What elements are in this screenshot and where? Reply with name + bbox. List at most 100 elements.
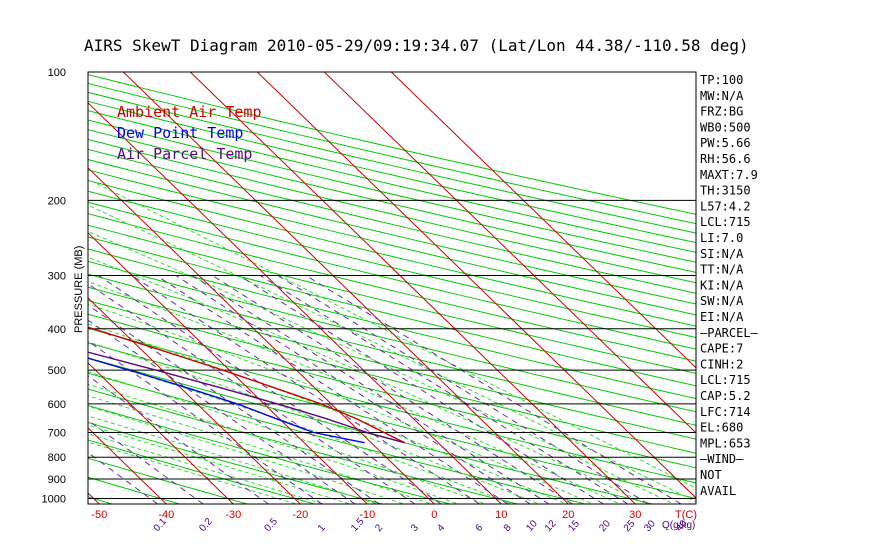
parcel-temp-line: [88, 351, 405, 444]
pressure-tick-label: 500: [48, 365, 66, 377]
pressure-tick-label: 100: [48, 67, 66, 79]
mixing-ratio-line: [98, 275, 442, 504]
isotherm: [390, 72, 696, 369]
dry-adiabat: [88, 357, 653, 504]
bottom-temp-label: 20: [562, 509, 574, 521]
pressure-tick-label: 300: [48, 271, 66, 283]
stat-line: SW:N/A: [700, 294, 744, 308]
dry-adiabat: [0, 72, 44, 504]
dry-adiabat: [88, 248, 696, 400]
dry-adiabat: [88, 129, 696, 273]
mixing-ratio-line: [238, 275, 604, 504]
dry-adiabat: [88, 457, 248, 504]
bottom-temp-label: -30: [225, 509, 241, 521]
mixing-ratio-label: 12: [543, 518, 559, 534]
mixing-ratio-label: 1: [316, 522, 328, 534]
stat-line: —PARCEL—: [700, 326, 759, 340]
mixing-ratio-line: [175, 275, 531, 504]
stat-line: LI:7.0: [700, 231, 743, 245]
stat-line: TP:100: [700, 73, 743, 87]
stat-line: MPL:653: [700, 436, 751, 450]
bottom-temp-label: 10: [495, 509, 507, 521]
dry-adiabat: [88, 273, 696, 426]
isotherm: [189, 72, 636, 504]
pressure-tick-label: 900: [48, 474, 66, 486]
legend-dew-point: Dew Point Temp: [117, 124, 243, 142]
moist-adiabat: [88, 383, 460, 504]
stat-line: FRZ:BG: [700, 105, 743, 119]
stat-line: RH:56.6: [700, 152, 751, 166]
stat-line: TH:3150: [700, 184, 751, 198]
isotherm: [0, 72, 32, 504]
stat-line: AVAIL: [700, 484, 736, 498]
dry-adiabat: [88, 169, 696, 316]
stat-line: CAPE:7: [700, 342, 743, 356]
legend-parcel-temp: Air Parcel Temp: [117, 145, 252, 163]
mixing-ratio-label: 6: [474, 522, 486, 534]
temp-unit-label: T(C): [675, 509, 697, 521]
stat-line: LFC:714: [700, 405, 751, 419]
mixing-ratio-line: [131, 275, 480, 504]
stat-line: EI:N/A: [700, 310, 744, 324]
pressure-tick-label: 800: [48, 452, 66, 464]
stat-line: NOT: [700, 468, 722, 482]
bottom-temp-label: 0: [431, 509, 437, 521]
mixing-ratio-label: 8: [502, 522, 514, 534]
dry-adiabat: [88, 421, 383, 504]
stat-line: CAP:5.2: [700, 389, 751, 403]
pressure-tick-label: 200: [48, 195, 66, 207]
bottom-temp-label: -20: [292, 509, 308, 521]
stat-line: PW:5.66: [700, 136, 751, 150]
moist-adiabat: [88, 323, 568, 504]
mixing-ratio-label: 3: [409, 522, 421, 534]
dry-adiabat: [88, 260, 696, 413]
mixing-ratio-line: [88, 319, 356, 504]
dry-adiabat: [88, 201, 696, 350]
bottom-temp-label: 30: [629, 509, 641, 521]
mixing-ratio-line: [305, 275, 682, 504]
bottom-temp-label: -10: [359, 509, 375, 521]
dry-adiabat: [88, 388, 518, 504]
dry-adiabat: [88, 148, 696, 294]
moist-adiabat: [88, 256, 648, 504]
legend: Ambient Air Temp Dew Point Temp Air Parc…: [117, 103, 262, 163]
mixing-ratio-line: [88, 304, 380, 504]
stat-line: TT:N/A: [700, 263, 744, 277]
dry-adiabat: [88, 110, 696, 253]
mixing-ratio-unit: Q(g/kg): [662, 520, 695, 531]
plot-frame: [87, 71, 697, 505]
moist-adiabat: [88, 395, 433, 504]
stat-line: CINH:2: [700, 357, 743, 371]
moist-adiabat: [88, 231, 675, 504]
pressure-tick-label: 400: [48, 324, 66, 336]
y-axis-title: PRESSURE (MB): [73, 246, 85, 333]
dry-adiabat: [88, 327, 696, 484]
mixing-ratio-label: 30: [642, 518, 658, 534]
ambient-temp-line: [88, 326, 406, 444]
dry-adiabat: [88, 224, 696, 374]
bottom-temp-label: -50: [91, 509, 107, 521]
moist-adiabat: [88, 415, 379, 504]
sounding-curves: [88, 326, 406, 444]
dry-adiabat: [88, 236, 696, 387]
mixing-ratio-label: 10: [524, 518, 540, 534]
dry-adiabat: [88, 439, 315, 504]
mixing-ratio-label: 0.5: [262, 516, 280, 534]
legend-ambient-temp: Ambient Air Temp: [117, 103, 262, 121]
stat-line: MAXT:7.9: [700, 168, 758, 182]
stat-line: SI:N/A: [700, 247, 744, 261]
mixing-ratio-line: [88, 283, 416, 504]
stat-line: KI:N/A: [700, 278, 744, 292]
bottom-temp-label: -40: [158, 509, 174, 521]
stat-line: WB0:500: [700, 120, 751, 134]
mixing-ratio-line: [277, 275, 649, 504]
dry-adiabat: [88, 405, 450, 504]
stat-line: LCL:715: [700, 215, 751, 229]
dry-adiabat: [88, 213, 696, 362]
mixing-ratio-line: [88, 340, 323, 504]
grid-lines: [0, 72, 696, 504]
moist-adiabat: [88, 371, 487, 504]
stat-line: —WIND—: [700, 452, 744, 466]
mixing-ratio-label: 20: [597, 518, 613, 534]
